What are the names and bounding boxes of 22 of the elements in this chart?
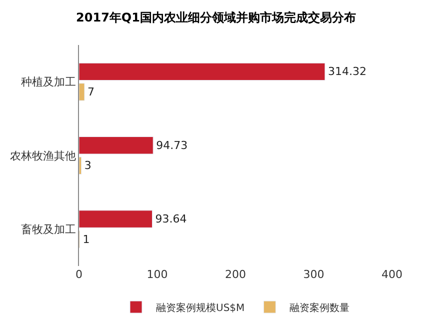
- data-label: 93.64: [155, 212, 187, 226]
- bar: [79, 156, 82, 174]
- bar: [79, 210, 153, 228]
- x-tick-label: 300: [303, 268, 324, 281]
- legend-label: 融资案例规模US$M: [156, 302, 245, 314]
- x-tick-label: 100: [146, 268, 168, 281]
- x-tick-label: 400: [382, 268, 402, 281]
- data-label: 1: [82, 232, 90, 246]
- x-tick-label: 0: [76, 268, 82, 281]
- x-tick-label: 200: [225, 268, 246, 281]
- chart-title: 2017年Q1国内农业细分领域并购市场完成交易分布: [76, 10, 356, 25]
- data-label: 3: [84, 159, 92, 172]
- y-tick-label: 种植及加工: [20, 76, 76, 89]
- bar: [79, 62, 326, 81]
- y-tick-label: 农林牧渔其他: [10, 149, 76, 162]
- y-tick-label: 畜牧及加工: [20, 223, 76, 236]
- data-label: 7: [87, 85, 94, 98]
- legend-label: 融资案例数量: [290, 302, 350, 314]
- data-label: 314.32: [328, 65, 366, 78]
- data-label: 94.73: [156, 138, 188, 152]
- bar: [79, 83, 85, 101]
- bar: [79, 136, 154, 154]
